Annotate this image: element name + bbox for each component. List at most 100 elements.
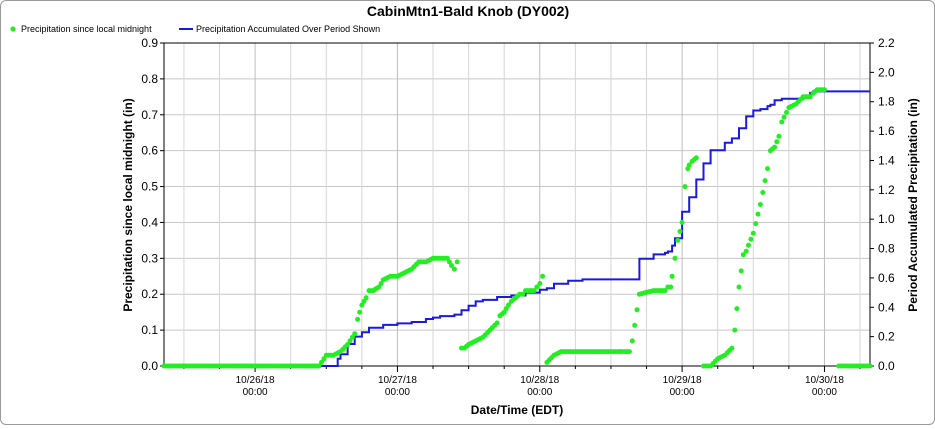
precip-since-midnight-point	[357, 309, 363, 315]
y-right-tick-label: 0.0	[878, 359, 895, 373]
precip-since-midnight-point	[762, 178, 768, 184]
y-right-tick-label: 0.2	[878, 330, 895, 344]
y-left-tick-label: 0.9	[141, 36, 158, 50]
y-right-tick-label: 1.6	[878, 124, 895, 138]
precip-since-midnight-point	[449, 263, 454, 268]
x-tick-label-time: 00:00	[812, 387, 837, 398]
y-left-tick-label: 0.3	[141, 251, 158, 265]
precip-since-midnight-point	[634, 307, 640, 313]
y-left-tick-label: 0.2	[141, 287, 158, 301]
chart-title: CabinMtn1-Bald Knob (DY002)	[367, 3, 569, 19]
y-left-tick-label: 0.0	[141, 359, 158, 373]
x-tick-label-date: 10/30/18	[805, 375, 844, 386]
precip-since-midnight-point	[779, 119, 785, 125]
precip-since-midnight-point	[772, 144, 778, 150]
x-tick-label-time: 00:00	[527, 387, 552, 398]
x-tick-label-date: 10/26/18	[236, 375, 275, 386]
precip-since-midnight-point	[626, 349, 632, 355]
precip-since-midnight-point	[531, 288, 537, 294]
precip-since-midnight-point	[781, 114, 787, 120]
precip-since-midnight-point	[746, 242, 751, 248]
precip-since-midnight-point	[776, 133, 782, 139]
precip-since-midnight-point	[807, 94, 813, 100]
precip-since-midnight-point	[734, 306, 740, 312]
y-left-tick-label: 0.4	[141, 215, 158, 229]
y-right-tick-label: 1.2	[878, 183, 895, 197]
x-tick-label-date: 10/27/18	[378, 375, 417, 386]
y-right-tick-label: 1.0	[878, 212, 895, 226]
ticks: 0.0 0.1 0.2 0.3 0.4 0.5 0.6 0.7 0.8 0.9 0.0 0.2 0.4 0…	[141, 36, 895, 398]
precip-since-midnight-point	[753, 221, 759, 227]
y-axis-right-label: Period Accumulated Precipitation (in)	[906, 98, 920, 312]
y-right-tick-label: 0.6	[878, 271, 895, 285]
precip-since-midnight-point	[784, 109, 789, 115]
x-tick-label-time: 00:00	[385, 387, 410, 398]
precip-since-midnight-point	[629, 338, 635, 344]
y-right-tick-label: 0.4	[878, 300, 895, 314]
y-left-tick-label: 0.5	[141, 180, 158, 194]
y-right-tick-label: 1.8	[878, 95, 895, 109]
precip-since-midnight-point	[822, 87, 827, 93]
precip-since-midnight-point	[534, 284, 540, 290]
precip-since-midnight-point	[363, 295, 369, 301]
precip-since-midnight-point	[669, 273, 675, 279]
legend: Precipitation since local midnight Preci…	[10, 24, 380, 34]
series-since-midnight	[161, 87, 873, 369]
grid	[164, 43, 870, 366]
precip-since-midnight-point	[451, 266, 457, 272]
precip-since-midnight-point	[352, 331, 358, 337]
precip-since-midnight-point	[672, 255, 678, 261]
y-right-tick-label: 0.8	[878, 242, 895, 256]
legend-label-precip-since-midnight: Precipitation since local midnight	[21, 24, 152, 34]
precip-since-midnight-point	[757, 202, 763, 207]
y-right-tick-label: 2.0	[878, 65, 895, 79]
y-left-tick-label: 0.6	[141, 144, 158, 158]
precip-since-midnight-point	[677, 228, 683, 234]
precip-since-midnight-point	[537, 281, 543, 286]
y-right-tick-label: 2.2	[878, 36, 895, 50]
precip-since-midnight-point	[675, 237, 681, 243]
precip-since-midnight-point	[736, 284, 742, 290]
precip-since-midnight-point	[743, 248, 749, 254]
y-left-tick-label: 0.8	[141, 72, 158, 86]
precip-since-midnight-point	[693, 155, 699, 161]
precip-since-midnight-point	[750, 230, 756, 236]
precip-since-midnight-point	[347, 338, 353, 344]
y-axis-left-label: Precipitation since local midnight (in)	[121, 98, 135, 311]
precip-since-midnight-point	[668, 284, 674, 290]
precip-since-midnight-point	[319, 359, 324, 365]
precip-since-midnight-point	[321, 356, 327, 362]
y-left-tick-label: 0.7	[141, 108, 158, 122]
precip-since-midnight-point	[494, 320, 500, 326]
x-tick-label-time: 00:00	[670, 387, 695, 398]
precip-since-midnight-point	[729, 345, 735, 351]
precip-since-midnight-point	[662, 288, 668, 294]
legend-marker-precip-since-midnight	[10, 26, 16, 32]
legend-label-period-accumulated: Precipitation Accumulated Over Period Sh…	[196, 24, 380, 34]
precip-since-midnight-point	[520, 291, 526, 297]
precip-since-midnight-point	[748, 236, 754, 242]
precip-since-midnight-point	[540, 273, 546, 279]
precip-since-midnight-point	[632, 322, 638, 328]
precip-since-midnight-point	[345, 342, 351, 347]
precip-since-midnight-point	[755, 211, 761, 217]
plot-area	[163, 42, 871, 367]
x-tick-label-time: 00:00	[243, 387, 268, 398]
precip-since-midnight-point	[686, 162, 692, 168]
precip-since-midnight-point	[679, 219, 685, 225]
x-axis-label: Date/Time (EDT)	[471, 403, 563, 417]
precip-since-midnight-point	[355, 316, 361, 322]
y-right-tick-label: 1.4	[878, 153, 895, 167]
precip-since-midnight-point	[774, 139, 780, 145]
precip-since-midnight-point	[760, 190, 766, 195]
x-tick-label-date: 10/29/18	[663, 375, 702, 386]
x-tick-label-date: 10/28/18	[520, 375, 559, 386]
precip-since-midnight-point	[867, 363, 873, 369]
y-left-tick-label: 0.1	[141, 323, 158, 337]
precip-since-midnight-point	[349, 334, 355, 340]
precip-since-midnight-point	[765, 166, 770, 172]
precip-since-midnight-point	[732, 327, 738, 333]
precip-since-midnight-point	[738, 268, 744, 274]
precip-since-midnight-point	[316, 363, 322, 369]
